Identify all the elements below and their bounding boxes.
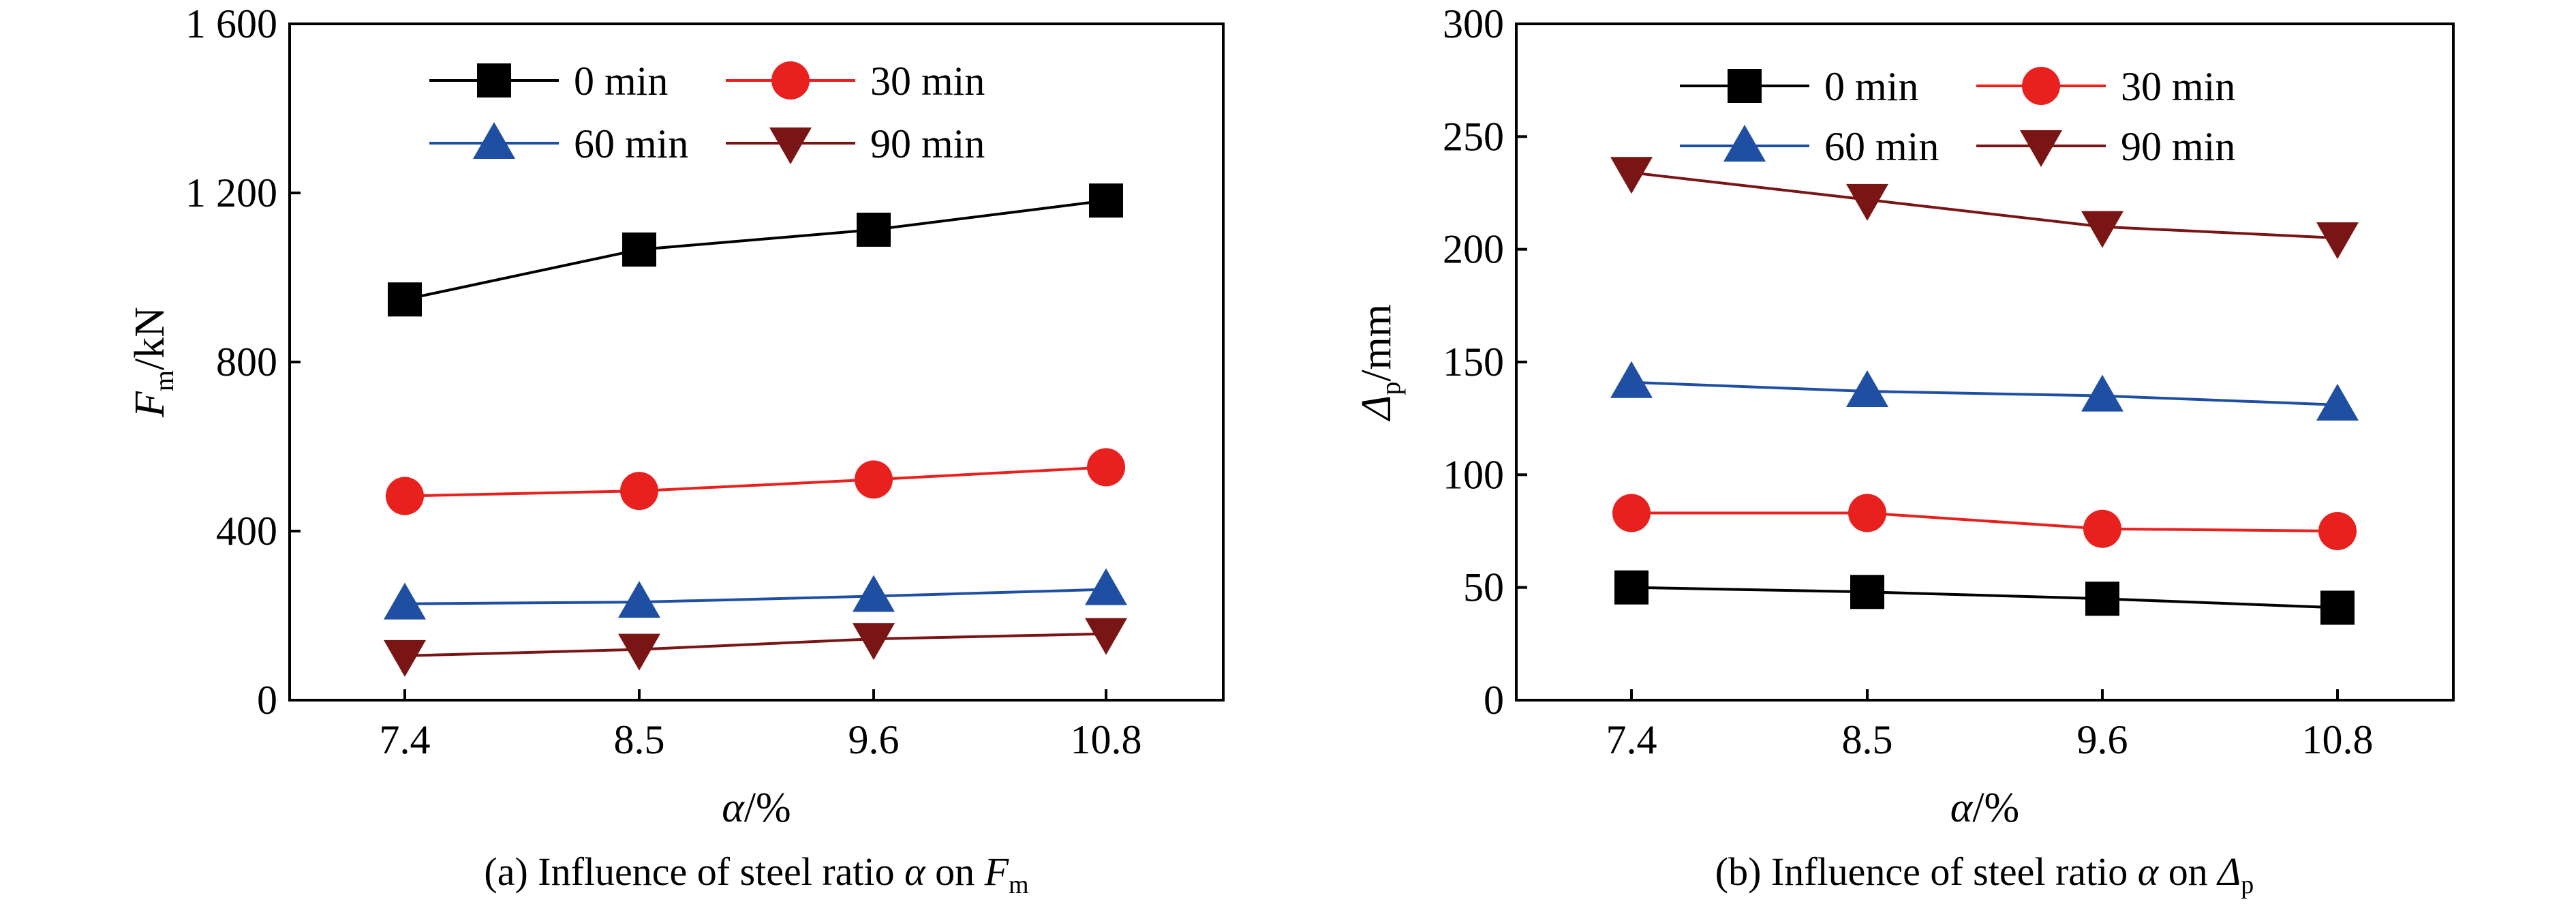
series-line — [404, 632, 1107, 657]
series-30-min — [386, 448, 1125, 515]
legend: 0 min 30 min 60 min 90 min — [429, 59, 985, 166]
chart-panel-a: 0 400 800 1 200 1 600 7.4 8.5 9.6 10.8 α/% Fm/kN 0 … — [127, 1, 1225, 899]
legend-label: 30 min — [2121, 64, 2235, 109]
legend-label: 0 min — [574, 59, 668, 104]
x-tick-label: 9.6 — [848, 717, 900, 762]
data-point — [2081, 374, 2123, 412]
y-tick-label: 150 — [1443, 340, 1504, 385]
data-point — [1087, 448, 1125, 487]
data-point — [386, 477, 424, 515]
legend-marker — [477, 63, 511, 97]
data-point — [384, 639, 426, 677]
data-point — [853, 623, 895, 661]
x-tick-label: 8.5 — [1842, 717, 1893, 762]
y-tick-label: 200 — [1443, 227, 1504, 272]
data-point — [388, 282, 422, 317]
y-tick-label: 400 — [216, 509, 277, 554]
x-tick-label: 7.4 — [380, 717, 431, 762]
panel-caption: (a) Influence of steel ratio α on Fm — [484, 849, 1028, 899]
series-30-min — [1612, 494, 2357, 550]
series-line — [1631, 171, 2338, 240]
data-point — [855, 460, 893, 499]
y-tick-label: 800 — [216, 340, 277, 385]
legend-marker — [771, 61, 810, 100]
data-point — [618, 581, 660, 618]
data-point — [618, 633, 660, 671]
data-point — [2318, 512, 2357, 550]
data-point — [1846, 370, 1888, 407]
data-point — [1610, 361, 1653, 398]
legend-label: 60 min — [1824, 124, 1939, 169]
x-axis-label: α/% — [1950, 785, 2019, 831]
legend-label: 90 min — [870, 121, 985, 166]
legend-marker — [2020, 130, 2062, 167]
series-line — [1631, 586, 2338, 609]
data-point — [384, 582, 426, 620]
chart-panel-b: 0 50 100 150 200 250 300 7.4 8.5 9.6 10.8 α/% Δp/mm 0… — [1353, 1, 2455, 899]
legend-label: 30 min — [870, 59, 985, 104]
series-60-min — [1610, 361, 2359, 421]
data-point — [2083, 509, 2121, 548]
legend-label: 60 min — [574, 121, 688, 166]
legend-marker — [2022, 67, 2060, 105]
data-point — [1850, 575, 1884, 609]
legend-marker — [1728, 69, 1762, 103]
series-line — [404, 199, 1107, 301]
data-point — [2085, 582, 2119, 616]
x-axis-label: α/% — [722, 785, 791, 831]
series-90-min — [384, 618, 1127, 677]
series-line — [1631, 380, 2338, 406]
data-point — [1089, 183, 1123, 218]
legend-marker — [769, 127, 812, 164]
y-tick-label: 50 — [1463, 565, 1504, 610]
series-60-min — [384, 568, 1127, 620]
y-axis-label: Fm/kN — [127, 307, 179, 418]
legend: 0 min 30 min 60 min 90 min — [1680, 64, 2235, 169]
y-tick-label: 1 600 — [185, 1, 277, 46]
data-point — [857, 212, 891, 247]
y-axis-label: Δp/mm — [1353, 304, 1406, 422]
data-point — [2320, 590, 2355, 625]
legend-marker — [473, 122, 515, 159]
legend-label: 0 min — [1824, 64, 1918, 109]
series-line — [404, 466, 1107, 498]
y-tick-label: 1 200 — [185, 170, 277, 215]
data-point — [1848, 494, 1886, 532]
data-point — [853, 575, 895, 612]
data-point — [1610, 157, 1653, 194]
y-tick-label: 0 — [1484, 678, 1504, 723]
y-tick-label: 250 — [1443, 114, 1504, 159]
data-point — [1085, 618, 1127, 655]
series-0-min — [388, 183, 1123, 317]
x-tick-label: 8.5 — [614, 717, 665, 762]
y-tick-label: 100 — [1443, 452, 1504, 497]
series-line — [1631, 511, 2338, 532]
data-point — [622, 232, 656, 267]
x-tick-label: 10.8 — [1071, 717, 1142, 762]
data-point — [2316, 222, 2359, 260]
y-tick-label: 300 — [1443, 1, 1504, 46]
y-tick-label: 0 — [257, 678, 277, 723]
x-tick-label: 9.6 — [2077, 717, 2128, 762]
x-tick-label: 7.4 — [1606, 717, 1657, 762]
data-point — [2081, 211, 2123, 248]
series-line — [404, 588, 1107, 605]
data-point — [620, 472, 658, 511]
data-point — [1614, 570, 1649, 605]
legend-label: 90 min — [2121, 124, 2235, 169]
data-point — [1085, 568, 1127, 605]
legend-marker — [1723, 125, 1766, 162]
series-0-min — [1614, 570, 2355, 625]
data-point — [1612, 494, 1651, 532]
data-point — [2316, 383, 2359, 421]
series-90-min — [1610, 157, 2359, 260]
panel-caption: (b) Influence of steel ratio α on Δp — [1715, 849, 2254, 899]
x-tick-label: 10.8 — [2302, 717, 2374, 762]
plot-frame — [1515, 22, 2455, 702]
data-point — [1846, 183, 1888, 221]
